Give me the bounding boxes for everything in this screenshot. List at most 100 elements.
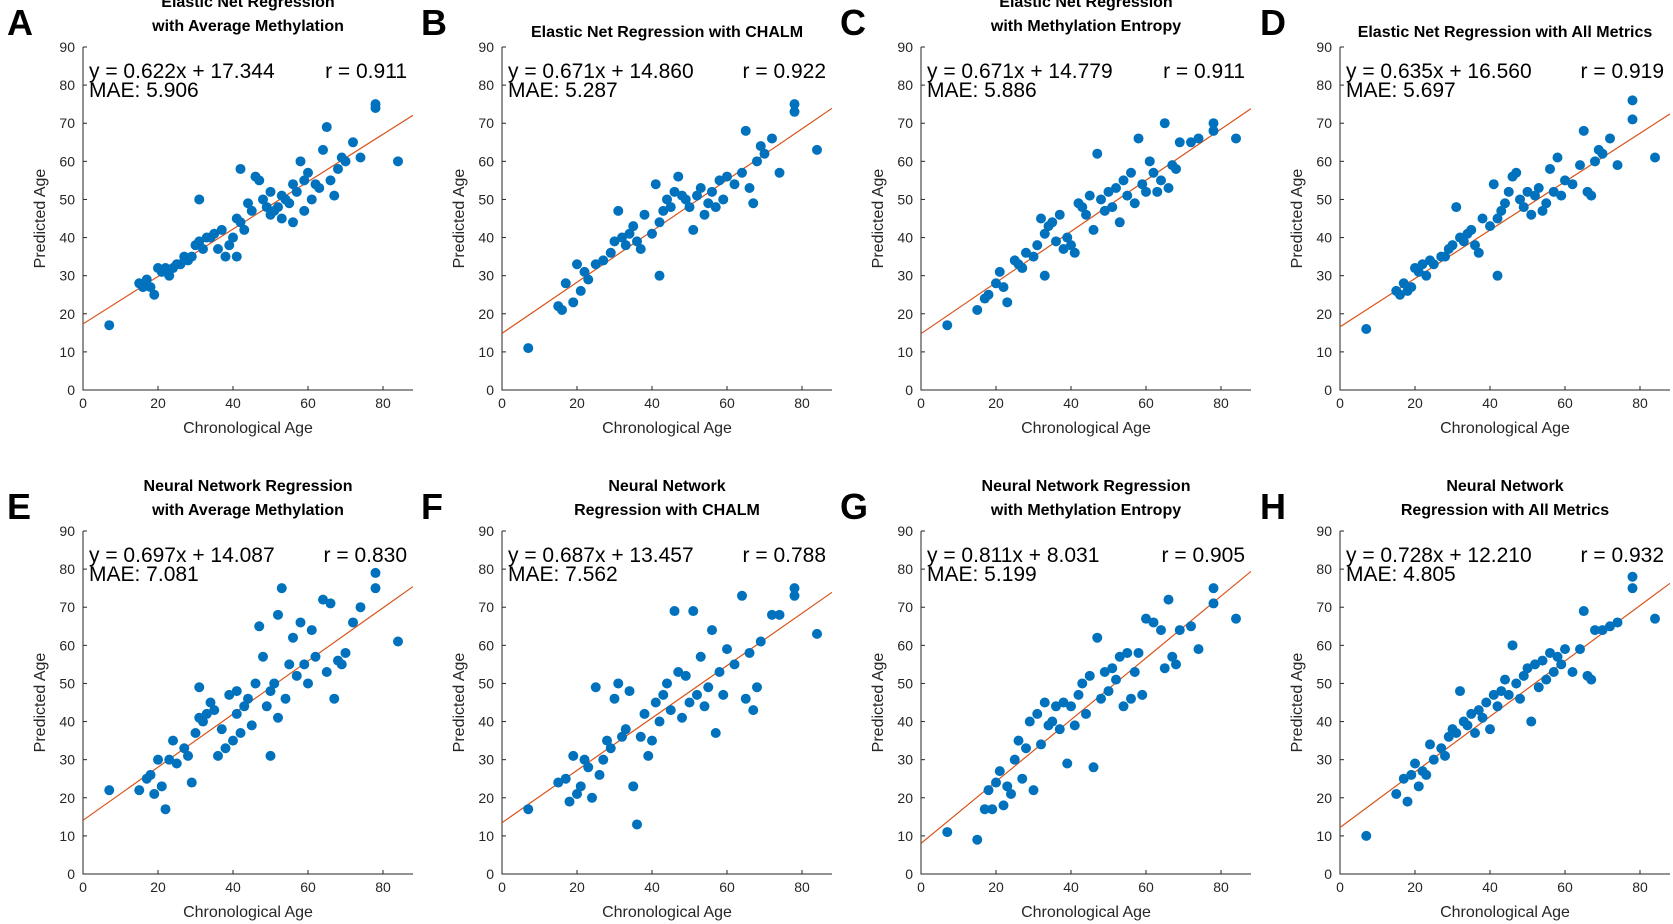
data-point	[186, 251, 197, 262]
regression-equation: y = 0.671x + 14.860	[508, 60, 694, 83]
data-point	[1541, 674, 1552, 685]
data-point	[1051, 701, 1061, 712]
x-tick-label: 20	[988, 395, 1004, 411]
data-point	[722, 171, 732, 182]
data-point	[665, 202, 676, 213]
data-point	[755, 636, 766, 647]
y-tick-label: 80	[897, 561, 913, 577]
y-tick-label: 60	[478, 153, 494, 169]
x-tick-label: 60	[719, 879, 735, 895]
x-tick-label: 20	[150, 395, 166, 411]
data-point	[624, 228, 635, 239]
y-tick-label: 20	[1316, 790, 1332, 806]
y-tick-label: 30	[478, 752, 494, 768]
panel-d: D Elastic Net Regression with All Metrics…	[1260, 2, 1670, 437]
data-point	[306, 194, 317, 205]
data-point	[1597, 625, 1608, 636]
data-point	[340, 156, 351, 167]
chart-title-line: Regression with CHALM	[574, 502, 760, 519]
y-tick-label: 40	[478, 714, 494, 730]
data-point	[1443, 731, 1454, 742]
data-point	[220, 743, 231, 754]
regression-equation: y = 0.622x + 17.344	[89, 60, 275, 83]
data-point	[748, 198, 759, 209]
y-tick-label: 30	[478, 268, 494, 284]
y-tick-label: 80	[897, 77, 913, 93]
x-axis-label: Chronological Age	[183, 904, 313, 921]
y-tick-label: 40	[897, 714, 913, 730]
data-point	[1002, 297, 1013, 308]
data-point	[1500, 674, 1510, 685]
x-axis-label: Chronological Age	[1440, 904, 1570, 921]
y-tick-label: 30	[897, 752, 913, 768]
data-point	[789, 590, 800, 601]
panel-letter: E	[7, 486, 31, 527]
y-tick-label: 50	[478, 191, 494, 207]
data-point	[1017, 263, 1028, 274]
data-point	[1148, 617, 1159, 628]
data-point	[160, 804, 171, 815]
data-point	[632, 819, 642, 830]
y-tick-label: 70	[1316, 599, 1332, 615]
x-tick-label: 80	[375, 879, 391, 895]
data-point	[1612, 617, 1623, 628]
data-point	[1605, 621, 1615, 632]
data-point	[1141, 186, 1151, 197]
data-point	[1054, 209, 1065, 220]
x-tick-label: 60	[1138, 395, 1154, 411]
data-point	[209, 705, 220, 716]
data-point	[688, 606, 699, 617]
data-point	[1009, 754, 1020, 765]
y-tick-label: 20	[897, 306, 913, 322]
data-point	[1567, 667, 1578, 678]
y-tick-label: 60	[1316, 637, 1332, 653]
y-tick-label: 90	[1316, 39, 1332, 55]
data-point	[583, 762, 594, 773]
data-point	[729, 179, 740, 190]
data-point	[1605, 133, 1615, 144]
data-point	[658, 689, 669, 700]
y-tick-label: 90	[897, 523, 913, 539]
data-point	[789, 583, 800, 594]
y-tick-label: 60	[478, 637, 494, 653]
data-point	[1186, 137, 1196, 148]
y-tick-label: 0	[1324, 866, 1332, 882]
y-tick-label: 10	[1316, 344, 1332, 360]
data-point	[737, 590, 747, 601]
data-point	[1402, 796, 1413, 807]
data-point	[673, 171, 684, 182]
x-tick-label: 60	[1138, 879, 1154, 895]
data-point	[942, 320, 953, 331]
data-point	[662, 678, 672, 689]
data-point	[1410, 758, 1420, 769]
mae-label: MAE: 5.886	[927, 79, 1037, 102]
data-point	[568, 297, 579, 308]
data-point	[767, 609, 777, 620]
data-point	[718, 194, 729, 205]
panel-letter: C	[840, 2, 866, 43]
data-point	[1526, 209, 1537, 220]
y-tick-label: 70	[897, 115, 913, 131]
data-point	[647, 735, 657, 746]
data-point	[740, 693, 751, 704]
x-tick-label: 40	[644, 395, 660, 411]
data-point	[1081, 209, 1091, 220]
y-tick-label: 20	[59, 790, 75, 806]
data-point	[134, 785, 145, 796]
y-tick-label: 10	[478, 344, 494, 360]
chart-title-line: with Methylation Entropy	[990, 18, 1181, 35]
data-point	[254, 175, 265, 186]
data-point	[1398, 278, 1409, 289]
data-point	[628, 221, 639, 232]
data-point	[1533, 682, 1544, 693]
data-point	[1545, 647, 1555, 658]
data-point	[703, 198, 714, 209]
y-tick-label: 70	[478, 115, 494, 131]
data-point	[774, 609, 785, 620]
data-point	[1006, 788, 1016, 799]
data-point	[1174, 625, 1185, 636]
data-point	[748, 705, 759, 716]
mae-label: MAE: 7.562	[508, 563, 618, 586]
y-tick-label: 50	[59, 675, 75, 691]
data-point	[1077, 678, 1088, 689]
